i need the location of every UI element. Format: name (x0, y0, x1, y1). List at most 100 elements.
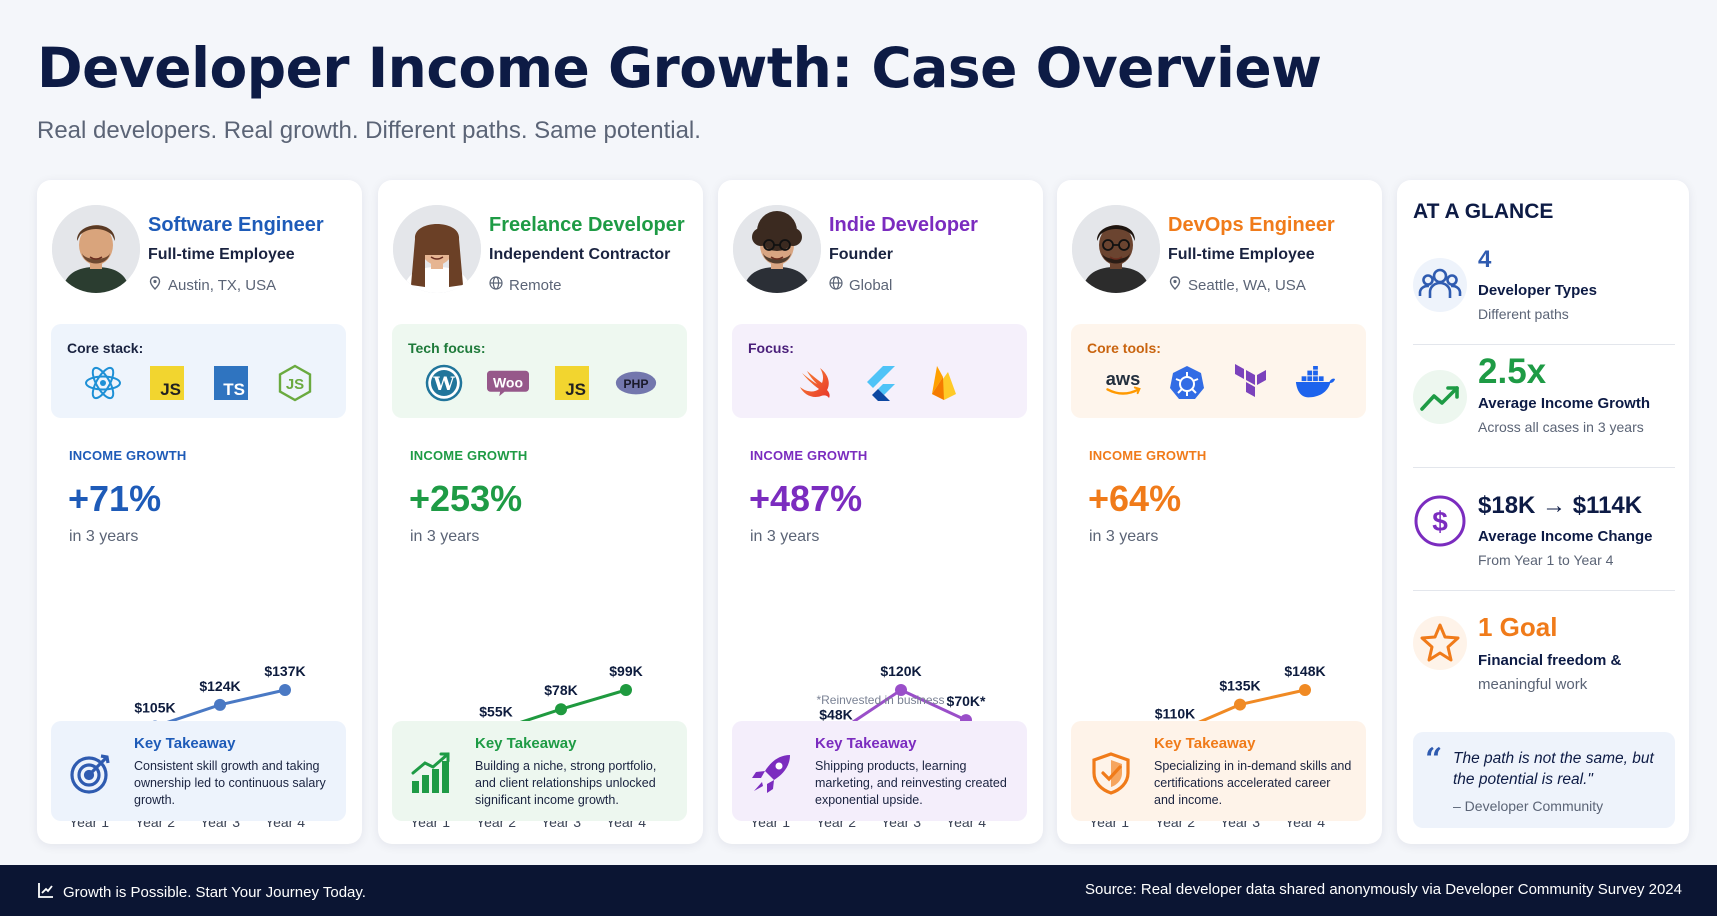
divider (1413, 467, 1675, 468)
glance-item-income-growth: 2.5x Average Income Growth Across all ca… (1413, 352, 1675, 476)
woocommerce-icon: Woo (486, 362, 529, 404)
income-growth-label: INCOME GROWTH (1089, 448, 1207, 463)
location-text: Global (849, 276, 893, 294)
avatar (733, 205, 821, 293)
flutter-icon (859, 362, 901, 404)
key-takeaway-text: Specializing in in-demand skills and cer… (1154, 759, 1352, 807)
card-devops-engineer: DevOps Engineer Full-time Employee Seatt… (1057, 180, 1382, 844)
divider (1413, 344, 1675, 345)
employment-type: Full-time Employee (1168, 246, 1315, 263)
stack-box: Focus: (732, 324, 1027, 418)
key-takeaway-text: Shipping products, learning marketing, a… (815, 759, 1007, 807)
react-icon (82, 362, 124, 404)
key-takeaway-title: Key Takeaway (1154, 735, 1256, 752)
avatar (393, 205, 481, 293)
glance-label: Average Income Change (1478, 528, 1653, 545)
svg-text:JS: JS (565, 380, 586, 399)
key-takeaway-title: Key Takeaway (815, 735, 917, 752)
star-icon (1413, 616, 1467, 670)
location: Seattle, WA, USA (1168, 276, 1306, 294)
quote-mark-icon: “ (1425, 742, 1443, 777)
svg-text:PHP: PHP (623, 377, 648, 391)
data-label: $110K (1155, 706, 1195, 722)
employment-type: Full-time Employee (148, 246, 295, 263)
footer-left: Growth is Possible. Start Your Journey T… (37, 881, 366, 903)
footer-source: Source: Real developer data shared anony… (1085, 881, 1682, 898)
income-growth-label: INCOME GROWTH (69, 448, 187, 463)
card-software-engineer: Software Engineer Full-time Employee Aus… (37, 180, 362, 844)
stack-icons: W Woo JS PHP (392, 362, 687, 404)
dollar-icon: $ (1413, 494, 1467, 548)
svg-text:W: W (432, 373, 455, 395)
stack-box: Tech focus: W Woo JS PHP (392, 324, 687, 418)
rocket-icon (750, 751, 794, 795)
data-label: $105K (134, 699, 175, 715)
stack-box: Core tools: aws (1071, 324, 1366, 418)
glance-item-developer-types: 4 Developer Types Different paths (1413, 246, 1675, 364)
income-growth-value: +64% (1088, 478, 1182, 519)
swift-icon (795, 362, 837, 404)
target-icon (69, 751, 113, 795)
divider (1413, 590, 1675, 591)
javascript-icon: JS (146, 362, 188, 404)
role-title: Indie Developer (829, 214, 978, 236)
docker-icon (1294, 362, 1336, 404)
stack-icons (732, 362, 1027, 404)
income-growth-period: in 3 years (1089, 528, 1159, 545)
income-growth-period: in 3 years (750, 528, 820, 545)
glance-value: 1 Goal (1478, 612, 1558, 642)
footer: Growth is Possible. Start Your Journey T… (0, 865, 1717, 916)
glance-value: 2.5x (1478, 352, 1547, 391)
svg-text:JS: JS (285, 376, 303, 393)
quote-box: “ The path is not the same, but the pote… (1413, 732, 1675, 828)
data-point (620, 684, 632, 696)
pin-icon (1168, 276, 1182, 294)
glance-sub: From Year 1 to Year 4 (1478, 552, 1614, 568)
chart-footnote: *Reinvested in business (816, 693, 945, 707)
trend-up-icon (1413, 370, 1467, 424)
income-growth-value: +253% (409, 478, 523, 519)
key-takeaway-box: Key Takeaway Specializing in in-demand s… (1071, 721, 1366, 821)
svg-text:JS: JS (160, 380, 181, 399)
income-growth-value: +487% (749, 478, 863, 519)
stack-label: Tech focus: (408, 340, 486, 356)
employment-type: Independent Contractor (489, 246, 671, 263)
quote-text: The path is not the same, but the potent… (1453, 750, 1654, 788)
glance-sub: Different paths (1478, 306, 1569, 322)
income-growth-value: +71% (68, 478, 162, 519)
svg-text:$: $ (1432, 506, 1448, 537)
income-growth-period: in 3 years (410, 528, 480, 545)
kubernetes-icon (1166, 362, 1208, 404)
key-takeaway-box: Key Takeaway Consistent skill growth and… (51, 721, 346, 821)
role-title: Software Engineer (148, 214, 324, 236)
glance-value: 4 (1478, 246, 1492, 273)
stack-label: Core tools: (1087, 340, 1161, 356)
data-label: $137K (264, 663, 305, 679)
data-label: $55K (479, 703, 512, 719)
data-label: $70K* (947, 693, 986, 709)
stack-label: Focus: (748, 340, 794, 356)
at-a-glance-panel: AT A GLANCE 4 Developer Types Different … (1397, 180, 1689, 844)
location: Global (829, 276, 892, 294)
glance-label: Average Income Growth (1478, 395, 1650, 412)
glance-item-goal: 1 Goal Financial freedom & meaningful wo… (1413, 604, 1675, 722)
key-takeaway-box: Key Takeaway Shipping products, learning… (732, 721, 1027, 821)
avatar (1072, 205, 1160, 293)
data-label: $48K (819, 706, 852, 722)
pin-icon (148, 276, 162, 294)
avatar (52, 205, 140, 293)
php-icon: PHP (615, 362, 657, 404)
data-point (279, 684, 291, 696)
firebase-icon (923, 362, 965, 404)
glance-sub: meaningful work (1478, 676, 1588, 693)
shield-icon (1089, 751, 1133, 795)
role-title: DevOps Engineer (1168, 214, 1335, 236)
location: Remote (489, 276, 562, 294)
svg-text:Woo: Woo (492, 374, 522, 390)
key-takeaway-title: Key Takeaway (475, 735, 577, 752)
card-freelance-developer: Freelance Developer Independent Contract… (378, 180, 703, 844)
data-label: $148K (1284, 663, 1325, 679)
card-indie-developer: Indie Developer Founder Global Focus: IN… (718, 180, 1043, 844)
glance-label: Financial freedom & (1478, 652, 1622, 669)
location-text: Seattle, WA, USA (1188, 276, 1306, 294)
